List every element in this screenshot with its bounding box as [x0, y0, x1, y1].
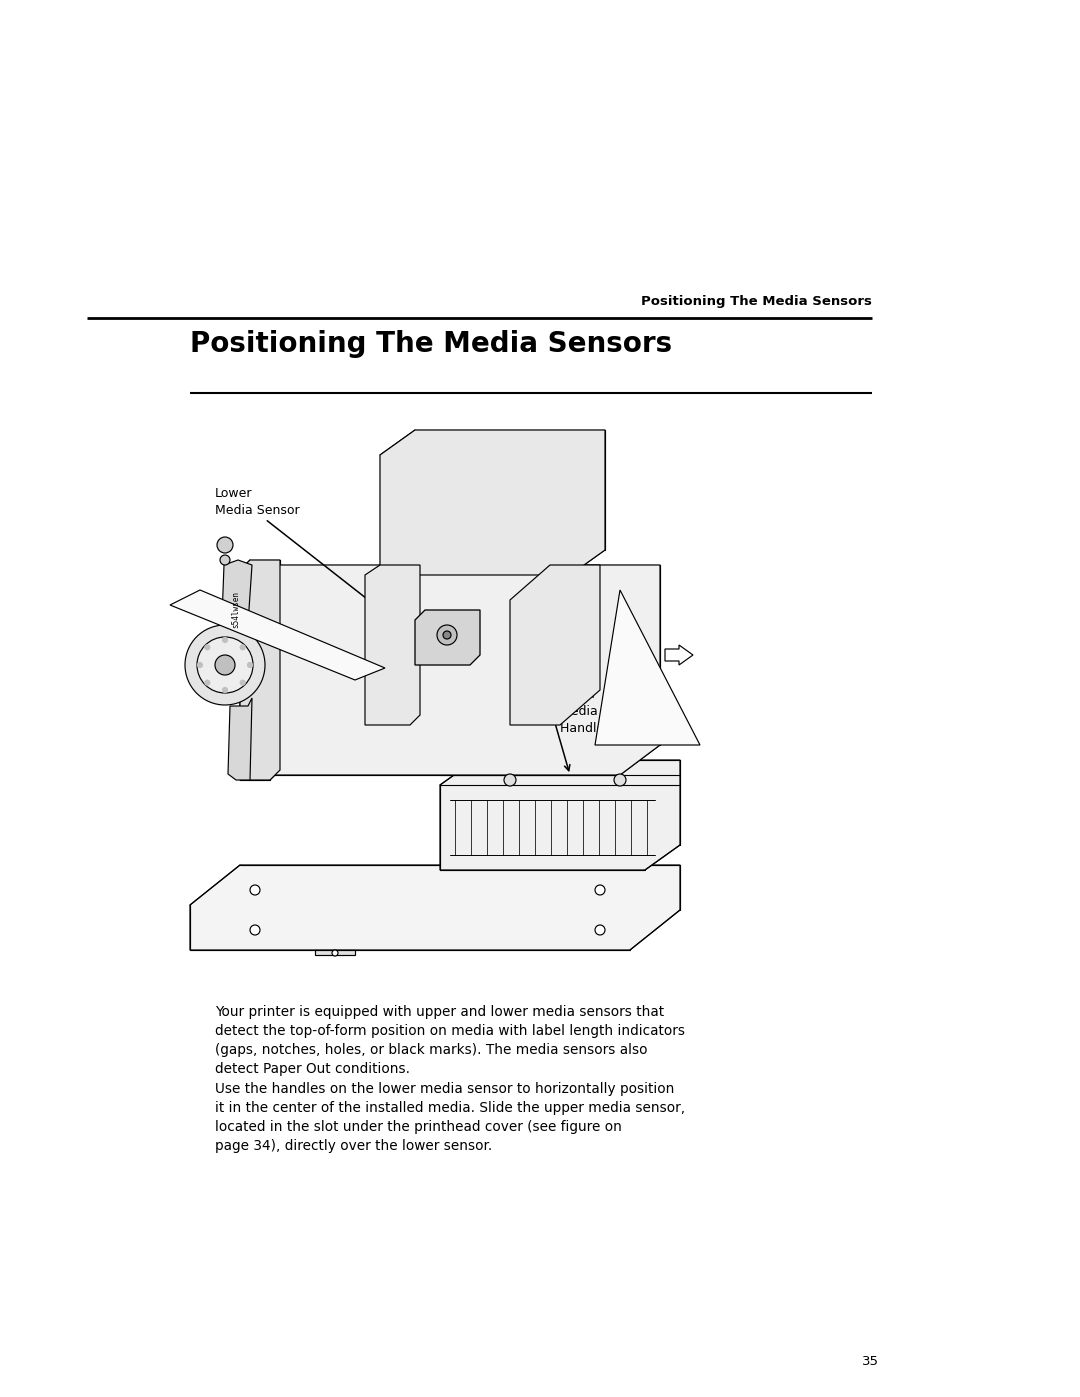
Text: Positioning The Media Sensors: Positioning The Media Sensors	[190, 330, 672, 358]
Polygon shape	[365, 564, 420, 725]
Text: detect Paper Out conditions.: detect Paper Out conditions.	[215, 1062, 410, 1076]
Circle shape	[215, 655, 235, 675]
Text: Positioning The Media Sensors: Positioning The Media Sensors	[642, 295, 872, 307]
Text: Lower
Media Sensor
Handle (2): Lower Media Sensor Handle (2)	[561, 687, 645, 735]
Circle shape	[185, 624, 265, 705]
Polygon shape	[240, 560, 280, 780]
Circle shape	[205, 645, 210, 650]
Polygon shape	[440, 760, 680, 870]
Circle shape	[504, 774, 516, 787]
Circle shape	[595, 925, 605, 935]
Circle shape	[249, 886, 260, 895]
Circle shape	[197, 637, 253, 693]
Text: it in the center of the installed media. Slide the upper media sensor,: it in the center of the installed media.…	[215, 1101, 685, 1115]
Polygon shape	[380, 430, 605, 576]
Circle shape	[247, 662, 253, 668]
Text: Lower
Media Sensor: Lower Media Sensor	[215, 488, 299, 517]
Polygon shape	[170, 590, 384, 680]
Circle shape	[437, 624, 457, 645]
Circle shape	[595, 886, 605, 895]
Polygon shape	[240, 564, 660, 775]
Circle shape	[443, 631, 451, 638]
Circle shape	[615, 774, 626, 787]
Polygon shape	[510, 564, 600, 725]
Circle shape	[332, 950, 338, 956]
Text: Use the handles on the lower media sensor to horizontally position: Use the handles on the lower media senso…	[215, 1083, 674, 1097]
Polygon shape	[595, 590, 700, 745]
Text: s54lwsen: s54lwsen	[231, 591, 241, 629]
Text: 35: 35	[862, 1355, 878, 1368]
Circle shape	[217, 536, 233, 553]
FancyArrow shape	[665, 645, 693, 665]
Circle shape	[249, 925, 260, 935]
Circle shape	[222, 637, 228, 643]
Text: located in the slot under the printhead cover (see figure on: located in the slot under the printhead …	[215, 1120, 622, 1134]
Text: detect the top-of-form position on media with label length indicators: detect the top-of-form position on media…	[215, 1024, 685, 1038]
Circle shape	[220, 555, 230, 564]
Text: page 34), directly over the lower sensor.: page 34), directly over the lower sensor…	[215, 1139, 492, 1153]
Polygon shape	[415, 610, 480, 665]
Polygon shape	[190, 865, 680, 950]
Circle shape	[198, 662, 203, 668]
Circle shape	[240, 645, 245, 650]
Circle shape	[205, 680, 210, 685]
Circle shape	[222, 687, 228, 693]
Text: Your printer is equipped with upper and lower media sensors that: Your printer is equipped with upper and …	[215, 1004, 664, 1018]
Polygon shape	[228, 698, 252, 780]
Text: (gaps, notches, holes, or black marks). The media sensors also: (gaps, notches, holes, or black marks). …	[215, 1044, 648, 1058]
Polygon shape	[222, 560, 252, 624]
Circle shape	[240, 680, 245, 685]
Polygon shape	[315, 950, 355, 956]
